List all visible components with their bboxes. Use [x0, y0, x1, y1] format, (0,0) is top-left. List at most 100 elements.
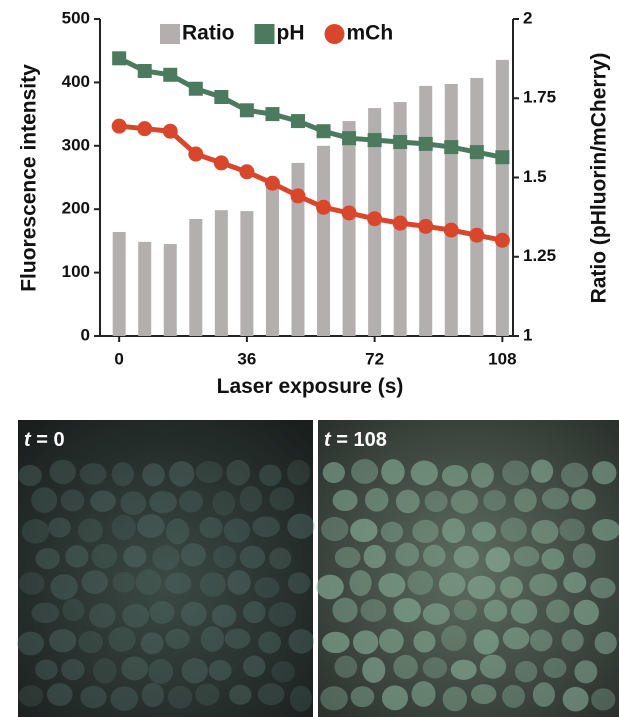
- cell: [450, 489, 479, 514]
- y-tick-label: 400: [62, 72, 90, 91]
- marker: [418, 136, 433, 151]
- cell: [352, 630, 379, 655]
- cell: [590, 577, 616, 599]
- y-axis-title: Fluorescence intensity: [18, 64, 41, 292]
- cell: [227, 569, 251, 595]
- y-tick-label: 0: [81, 325, 90, 344]
- cell: [412, 519, 439, 544]
- cell: [140, 632, 164, 655]
- cell: [471, 684, 497, 705]
- cell: [18, 685, 44, 707]
- cell: [268, 602, 297, 627]
- cell: [271, 661, 296, 683]
- y-tick-label: 100: [62, 262, 90, 281]
- cell: [413, 630, 436, 653]
- cell: [381, 685, 408, 711]
- marker: [163, 67, 178, 82]
- cell: [149, 490, 177, 514]
- cell: [362, 657, 386, 683]
- x-tick-label: 36: [237, 349, 256, 368]
- cell: [500, 517, 527, 542]
- image-panels: t = 0 t = 108: [17, 420, 619, 717]
- marker: [265, 107, 280, 122]
- cell: [364, 487, 389, 512]
- cell: [112, 571, 136, 593]
- cell: [407, 570, 434, 595]
- bar: [189, 219, 203, 336]
- cell: [450, 659, 477, 680]
- cell: [178, 490, 204, 513]
- cell: [180, 543, 206, 567]
- marker: [290, 114, 305, 129]
- marker: [342, 131, 357, 146]
- y2-tick-label: 1: [523, 325, 532, 344]
- cells: [17, 459, 619, 712]
- bar: [214, 210, 228, 336]
- cell: [332, 597, 358, 623]
- cell: [120, 491, 147, 516]
- cell: [322, 631, 350, 654]
- cell: [393, 597, 421, 623]
- cell: [381, 459, 405, 485]
- cell: [152, 545, 180, 571]
- y-tick-label: 500: [62, 8, 90, 27]
- cell: [239, 545, 266, 569]
- cell: [224, 628, 251, 649]
- marker: [469, 145, 484, 160]
- cell: [122, 603, 150, 628]
- cell: [411, 681, 436, 707]
- cell: [89, 603, 116, 628]
- marker: [214, 89, 229, 104]
- cell: [410, 460, 438, 486]
- marker: [112, 51, 127, 66]
- cell: [529, 629, 553, 652]
- cell: [81, 570, 109, 594]
- cell: [288, 628, 314, 654]
- cell: [17, 631, 45, 656]
- cell: [181, 658, 208, 684]
- cell: [395, 542, 420, 567]
- bar: [444, 83, 458, 336]
- cell: [254, 577, 280, 598]
- cell: [472, 521, 496, 542]
- cell: [531, 519, 559, 544]
- cell: [243, 601, 266, 624]
- marker: [469, 227, 485, 243]
- cell: [252, 516, 280, 538]
- bar: [138, 241, 152, 336]
- legend-marker: [324, 24, 345, 44]
- cell: [46, 683, 73, 706]
- cell: [572, 543, 596, 568]
- bar: [240, 211, 254, 336]
- line: [118, 123, 503, 243]
- cell: [61, 658, 85, 681]
- cell: [195, 683, 220, 706]
- x-tick-label: 72: [365, 349, 384, 368]
- marker: [290, 188, 306, 204]
- panel-label: t = 0: [24, 429, 65, 451]
- cell: [269, 547, 292, 570]
- cell: [320, 686, 348, 711]
- cell: [360, 599, 387, 622]
- legend-label: pH: [277, 22, 305, 45]
- cell: [442, 686, 468, 712]
- marker: [264, 175, 280, 191]
- cell: [165, 628, 190, 649]
- cell: [562, 686, 589, 712]
- cell: [211, 604, 237, 628]
- cell: [563, 572, 587, 594]
- cell: [141, 682, 165, 708]
- marker: [137, 121, 153, 137]
- cell: [483, 489, 506, 511]
- cell: [543, 657, 567, 679]
- cell: [594, 631, 617, 655]
- bar: [163, 244, 177, 336]
- cell: [149, 600, 175, 624]
- cell: [395, 489, 420, 514]
- cell: [591, 688, 616, 711]
- cell: [31, 602, 60, 624]
- cell: [200, 626, 225, 652]
- cell: [561, 629, 584, 652]
- marker: [444, 140, 459, 155]
- marker: [443, 222, 459, 238]
